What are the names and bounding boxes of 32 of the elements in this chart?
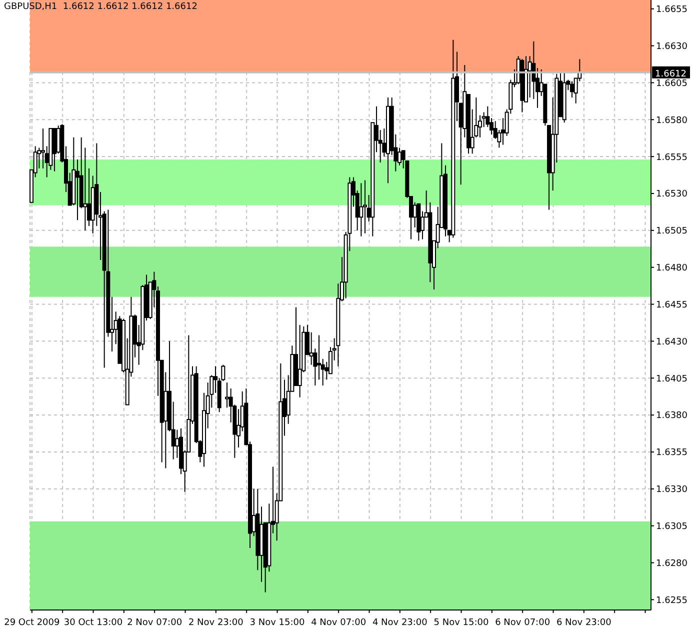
x-tick-label: 2 Nov 23:00 [188,618,244,626]
y-tick-label: 1.6655 [656,5,688,16]
y-tick-label: 1.6280 [656,558,688,569]
x-tick-label: 6 Nov 23:00 [556,618,612,626]
x-tick-label: 30 Oct 13:00 [64,618,123,626]
x-tick-label: 6 Nov 07:00 [495,618,550,626]
y-tick-label: 1.6555 [656,152,688,163]
y-tick-label: 1.6580 [656,116,688,126]
y-tick-label: 1.6605 [656,78,688,89]
y-tick-label: 1.6255 [656,596,688,606]
x-tick-label: 4 Nov 23:00 [372,618,428,626]
x-tick-label: 2 Nov 07:00 [127,618,182,626]
y-tick-label: 1.6530 [656,190,688,200]
y-tick-label: 1.6630 [656,42,688,52]
x-tick-label: 4 Nov 07:00 [311,618,366,626]
y-tick-label: 1.6430 [656,337,688,348]
candlestick [363,180,367,234]
x-tick-label: 29 Oct 2009 [4,618,60,626]
y-tick-label: 1.6305 [656,522,688,532]
candlestick [83,148,88,230]
y-tick-label: 1.6455 [656,300,688,310]
y-tick-label: 1.6330 [656,485,688,496]
y-tick-label: 1.6405 [656,374,688,384]
x-tick-label: 5 Nov 15:00 [434,618,489,626]
y-tick-label: 1.6505 [656,226,688,237]
y-tick-label: 1.6380 [656,411,688,422]
y-tick-label: 1.6480 [656,264,688,274]
candlestick [225,382,229,408]
chart-title: GBPUSD,H1 1.6612 1.6612 1.6612 1.6612 [4,2,198,12]
ref-line-label: 1.6612 [655,69,686,80]
x-tick-label: 3 Nov 15:00 [250,618,305,626]
y-tick-label: 1.6355 [656,448,688,458]
